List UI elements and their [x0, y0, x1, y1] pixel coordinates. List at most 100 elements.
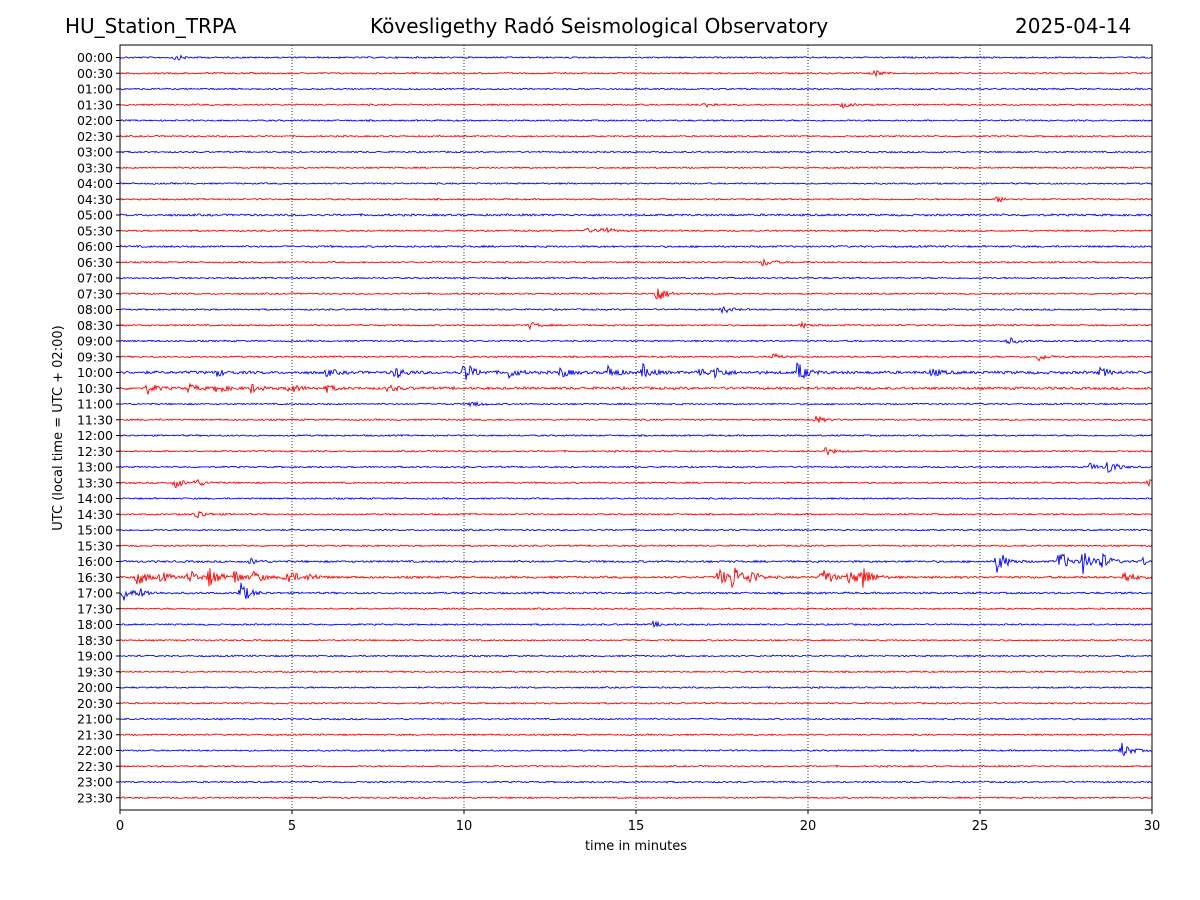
y-tick-label: 11:00 [77, 397, 113, 412]
trace-0900 [119, 337, 1153, 345]
y-tick-label: 14:00 [77, 491, 113, 506]
y-tick-label: 03:00 [77, 145, 113, 160]
y-tick-label: 22:00 [77, 743, 113, 758]
y-tick-label: 00:00 [77, 50, 113, 65]
y-tick-label: 17:00 [77, 586, 113, 601]
y-tick-label: 14:30 [77, 507, 113, 522]
x-tick-label: 20 [800, 819, 817, 834]
y-tick-label: 10:30 [77, 381, 113, 396]
y-tick-label: 11:30 [77, 412, 113, 427]
y-tick-label: 08:00 [77, 302, 113, 317]
y-tick-label: 03:30 [77, 160, 113, 175]
trace-0630 [119, 258, 1153, 267]
trace-1430 [119, 510, 1153, 519]
trace-0730 [119, 288, 1153, 300]
y-tick-label: 01:30 [77, 97, 113, 112]
y-tick-label: 17:30 [77, 601, 113, 616]
y-tick-label: 22:30 [77, 759, 113, 774]
trace-0830 [119, 320, 1153, 331]
y-tick-label: 06:00 [77, 239, 113, 254]
trace-1300 [119, 462, 1153, 473]
y-tick-label: 15:30 [77, 538, 113, 553]
trace-0200 [119, 118, 1153, 123]
trace-0430 [119, 196, 1153, 203]
y-tick-label: 16:30 [77, 570, 113, 585]
trace-0930 [119, 352, 1153, 362]
y-tick-label: 23:00 [77, 775, 113, 790]
x-tick-label: 30 [1144, 819, 1161, 834]
trace-2200 [119, 742, 1153, 757]
trace-1730 [119, 607, 1153, 611]
y-tick-label: 23:30 [77, 790, 113, 805]
trace-0700 [119, 276, 1153, 280]
trace-1630 [119, 567, 1153, 589]
trace-1700 [119, 582, 1153, 601]
trace-0130 [119, 101, 1153, 109]
trace-0030 [119, 69, 1153, 78]
y-tick-label: 13:30 [77, 475, 113, 490]
y-tick-label: 07:00 [77, 271, 113, 286]
trace-0000 [119, 54, 1153, 61]
trace-2100 [119, 717, 1153, 721]
trace-1500 [119, 528, 1153, 532]
y-axis-label: UTC (local time = UTC + 02:00) [51, 325, 66, 530]
y-tick-label: 07:30 [77, 286, 113, 301]
x-tick-label: 25 [972, 819, 989, 834]
trace-0230 [119, 134, 1153, 138]
trace-2000 [119, 685, 1153, 689]
station-name: HU_Station_TRPA [65, 14, 237, 38]
y-tick-label: 02:00 [77, 113, 113, 128]
trace-2130 [119, 733, 1153, 737]
trace-1330 [119, 478, 1153, 489]
y-tick-label: 21:30 [77, 727, 113, 742]
y-tick-label: 04:00 [77, 176, 113, 191]
trace-1830 [119, 638, 1153, 642]
trace-0530 [119, 226, 1153, 234]
trace-1230 [119, 447, 1153, 457]
trace-0330 [119, 166, 1153, 170]
trace-1530 [119, 544, 1153, 548]
y-tick-label: 12:00 [77, 428, 113, 443]
trace-1100 [119, 400, 1153, 408]
y-tick-label: 00:30 [77, 66, 113, 81]
trace-1000 [119, 361, 1153, 381]
trace-2030 [119, 701, 1153, 705]
trace-1400 [119, 496, 1153, 501]
y-tick-label: 19:00 [77, 649, 113, 664]
y-tick-label: 09:00 [77, 334, 113, 349]
y-tick-label: 19:30 [77, 664, 113, 679]
y-tick-label: 04:30 [77, 192, 113, 207]
trace-1130 [119, 415, 1153, 423]
y-tick-label: 15:00 [77, 523, 113, 538]
trace-1030 [119, 382, 1153, 395]
y-tick-label: 05:00 [77, 208, 113, 223]
x-tick-label: 5 [288, 819, 296, 834]
plot-frame [119, 44, 1153, 811]
x-tick-label: 15 [628, 819, 645, 834]
y-tick-label: 16:00 [77, 554, 113, 569]
y-tick-label: 13:00 [77, 460, 113, 475]
trace-1600 [119, 552, 1153, 575]
y-tick-label: 01:00 [77, 82, 113, 97]
y-tick-label: 18:30 [77, 633, 113, 648]
trace-0600 [119, 244, 1153, 249]
y-tick-label: 02:30 [77, 129, 113, 144]
y-tick-label: 10:00 [77, 365, 113, 380]
y-tick-label: 12:30 [77, 444, 113, 459]
trace-0400 [119, 181, 1153, 186]
y-tick-label: 09:30 [77, 349, 113, 364]
trace-0300 [119, 150, 1153, 154]
trace-0500 [119, 212, 1153, 217]
trace-1800 [119, 619, 1153, 629]
trace-2330 [119, 796, 1153, 800]
y-tick-label: 21:00 [77, 712, 113, 727]
trace-2230 [119, 764, 1153, 768]
y-tick-label: 06:30 [77, 255, 113, 270]
x-axis-label: time in minutes [585, 839, 687, 854]
trace-1930 [119, 670, 1153, 674]
y-tick-label: 18:00 [77, 617, 113, 632]
x-tick-label: 0 [116, 819, 124, 834]
y-tick-label: 20:00 [77, 680, 113, 695]
trace-0100 [119, 87, 1153, 91]
